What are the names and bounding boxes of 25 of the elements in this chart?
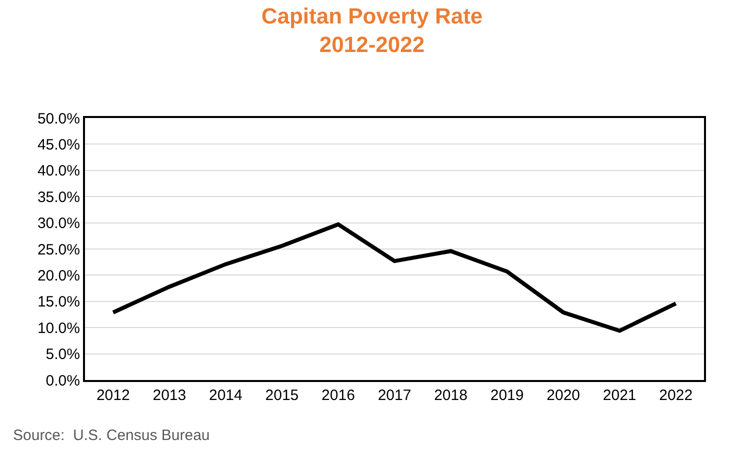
x-tick-label: 2012 (96, 387, 130, 404)
chart-title: Capitan Poverty Rate 2012-2022 (261, 3, 483, 57)
x-tick-label: 2015 (265, 387, 299, 404)
y-tick-label: 35.0% (37, 188, 80, 206)
source-note: Source: U.S. Census Bureau (13, 427, 210, 444)
x-tick-label: 2021 (602, 387, 636, 404)
x-tick-label: 2020 (546, 387, 580, 404)
y-tick-label: 45.0% (37, 136, 80, 154)
y-tick-label: 20.0% (37, 267, 80, 284)
y-tick-label: 5.0% (46, 346, 80, 364)
y-tick-label: 25.0% (37, 241, 80, 258)
y-tick-label: 10.0% (37, 320, 80, 337)
x-tick-label: 2022 (659, 387, 693, 404)
x-tick-label: 2017 (378, 387, 412, 404)
x-tick-label: 2014 (208, 387, 242, 404)
y-tick-label: 40.0% (37, 162, 80, 180)
line-series (111, 222, 678, 333)
y-tick-label: 0.0% (46, 372, 80, 390)
x-tick-label: 2019 (490, 387, 524, 404)
x-tick-label: 2018 (434, 387, 468, 404)
x-tick-label: 2016 (322, 387, 355, 404)
y-tick-label: 30.0% (37, 215, 80, 232)
y-tick-label: 15.0% (37, 294, 80, 311)
y-tick-label: 50.0% (37, 110, 80, 128)
x-tick-label: 2013 (152, 387, 186, 404)
